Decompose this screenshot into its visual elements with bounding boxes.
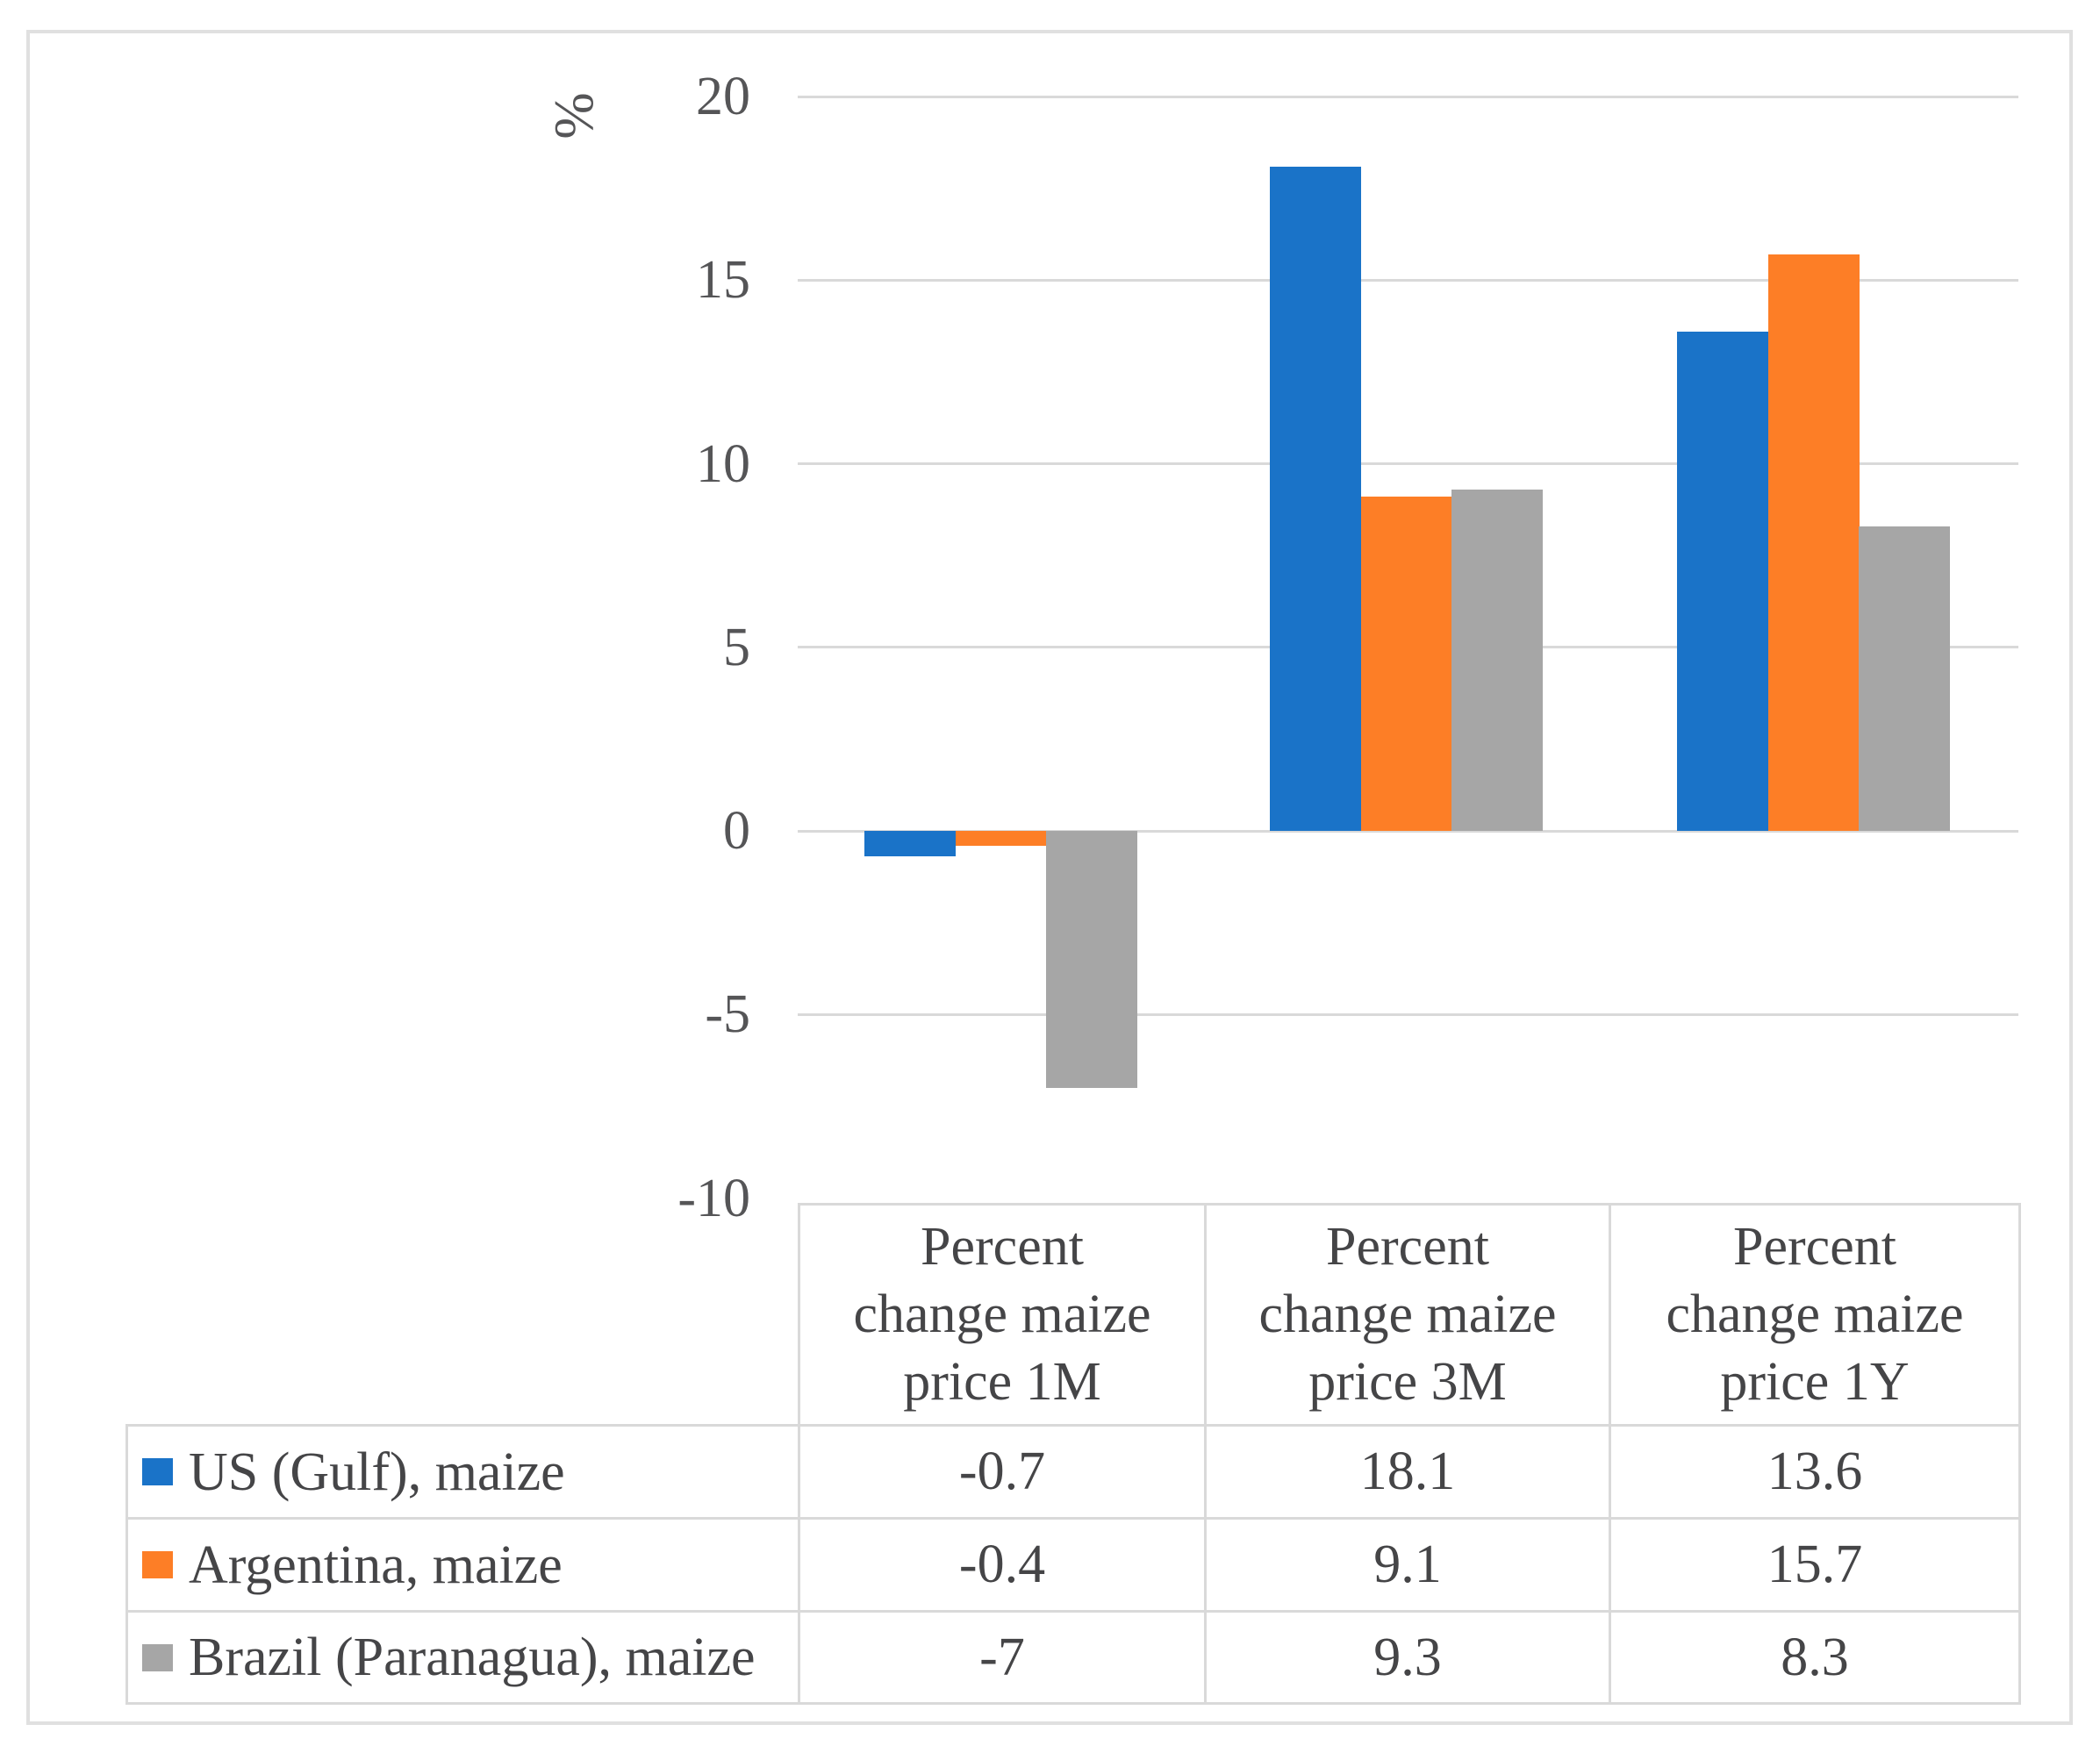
table-row-brazil: Brazil (Paranagua), maize -7 9.3 8.3 [125, 1610, 2021, 1705]
value-argentina-1m: -0.4 [798, 1517, 1207, 1613]
bar-brazil-1y [1859, 526, 1950, 831]
column-header-line: Percent [1326, 1217, 1489, 1277]
value-us-gulf-1m: -0.7 [798, 1424, 1207, 1520]
column-header-line: change maize [1666, 1284, 1964, 1344]
y-axis-tick-label--10: -10 [677, 1168, 750, 1228]
column-header-line: Percent [1733, 1217, 1896, 1277]
column-header-line: Percent [921, 1217, 1084, 1277]
column-header-line: change maize [853, 1284, 1151, 1344]
gridline-0 [798, 829, 2018, 833]
bar-brazil-3m [1451, 490, 1543, 831]
bar-us-gulf-3m [1270, 167, 1361, 831]
gridline-15 [798, 278, 2018, 282]
legend-cell-argentina: Argentina, maize [125, 1517, 800, 1613]
y-axis-tick-label-5: 5 [723, 617, 750, 677]
column-header-line: price 1Y [1720, 1352, 1910, 1412]
gridline-10 [798, 462, 2018, 465]
column-header-3m: Percent change maize price 3M [1204, 1203, 1611, 1427]
bar-us-gulf-1m [864, 831, 956, 856]
y-axis-tick-label-0: 0 [723, 801, 750, 861]
table-header-row: Percent change maize price 1M Percent ch… [127, 1203, 2021, 1427]
legend-swatch-us-gulf-icon [142, 1458, 173, 1485]
y-axis-tick-label-15: 15 [696, 250, 750, 311]
value-brazil-1m: -7 [798, 1610, 1207, 1705]
bar-argentina-3m [1361, 497, 1452, 831]
y-axis-tick-label--5: -5 [705, 984, 750, 1045]
y-axis-tick-label-20: 20 [696, 67, 750, 126]
bar-argentina-1m [956, 831, 1047, 846]
gridline-20 [798, 95, 2018, 98]
legend-cell-brazil: Brazil (Paranagua), maize [125, 1610, 800, 1705]
table-row-argentina: Argentina, maize -0.4 9.1 15.7 [125, 1517, 2021, 1613]
column-header-line: price 3M [1308, 1352, 1507, 1412]
bar-us-gulf-1y [1677, 332, 1768, 831]
value-brazil-1y: 8.3 [1609, 1610, 2021, 1705]
bar-brazil-1m [1046, 831, 1137, 1088]
column-header-1m: Percent change maize price 1M [798, 1203, 1207, 1427]
value-us-gulf-3m: 18.1 [1204, 1424, 1611, 1520]
legend-label-argentina: Argentina, maize [189, 1535, 563, 1595]
column-header-line: price 1M [903, 1352, 1101, 1412]
column-header-1y: Percent change maize price 1Y [1609, 1203, 2021, 1427]
y-axis-tick-label-10: 10 [696, 433, 750, 494]
value-brazil-3m: 9.3 [1204, 1610, 1611, 1705]
data-table: Percent change maize price 1M Percent ch… [125, 1203, 2021, 1705]
legend-label-us-gulf: US (Gulf), maize [189, 1442, 565, 1502]
bar-argentina-1y [1768, 254, 1860, 831]
table-blank-corner [127, 1205, 799, 1426]
gridline--5 [798, 1012, 2018, 1016]
table-row-us-gulf: US (Gulf), maize -0.7 18.1 13.6 [125, 1424, 2021, 1520]
legend-cell-us-gulf: US (Gulf), maize [125, 1424, 800, 1520]
figure-border [26, 30, 2073, 1725]
column-header-line: change maize [1258, 1284, 1557, 1344]
value-us-gulf-1y: 13.6 [1609, 1424, 2021, 1520]
legend-swatch-brazil-icon [142, 1643, 173, 1671]
value-argentina-1y: 15.7 [1609, 1517, 2021, 1613]
legend-swatch-argentina-icon [142, 1551, 173, 1578]
legend-label-brazil: Brazil (Paranagua), maize [189, 1628, 756, 1687]
value-argentina-3m: 9.1 [1204, 1517, 1611, 1613]
